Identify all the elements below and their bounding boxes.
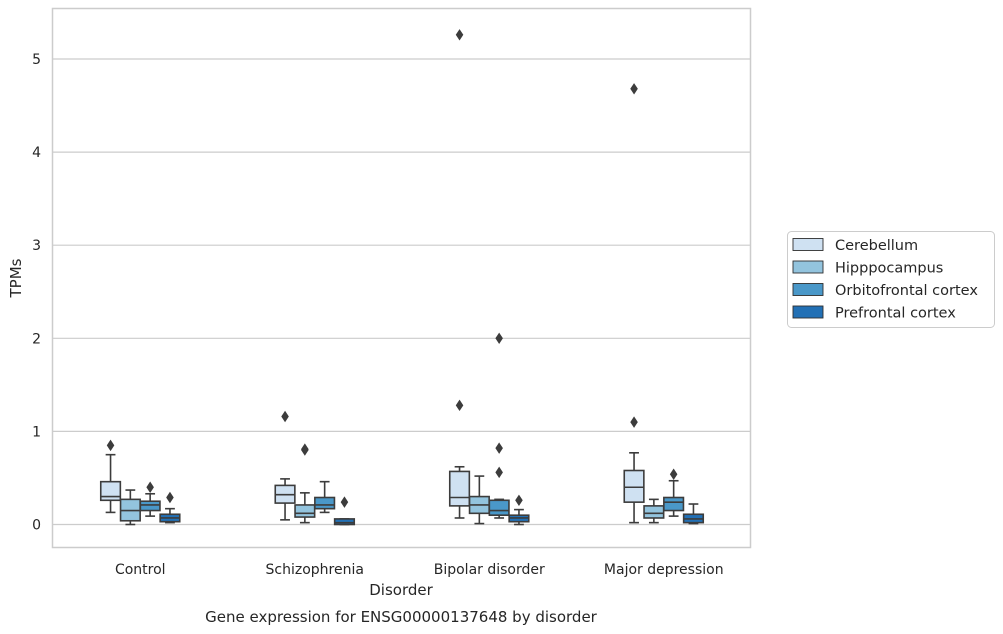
y-tick-label: 5: [32, 52, 41, 68]
box-orbitofrontal-cortex: [663, 468, 685, 517]
legend-swatch: [792, 283, 824, 296]
outlier-point: [146, 481, 154, 493]
outlier-point: [455, 29, 464, 41]
box-iqr: [448, 470, 471, 507]
legend-swatch: [792, 305, 824, 319]
y-tick-label: 0: [32, 518, 41, 534]
outlier-point: [495, 442, 503, 454]
outlier-point: [301, 443, 309, 455]
box-prefrontal-cortex: [682, 503, 705, 525]
box-iqr: [663, 496, 685, 512]
outlier-point: [630, 83, 638, 95]
box-iqr: [488, 499, 510, 516]
y-axis-title: TPMs: [7, 258, 25, 298]
y-tick-label: 2: [32, 331, 41, 347]
x-tick-labels: Control Schizophrenia Bipolar disorder Majo…: [115, 562, 724, 578]
legend-label: Prefrontal cortex: [835, 306, 956, 322]
outlier-point: [495, 466, 503, 479]
y-tick-label: 4: [32, 145, 41, 161]
y-tick-label: 1: [32, 424, 41, 440]
legend: Cerebellum Hipppocampus Orbitofrontal cort…: [787, 231, 995, 328]
outlier-point: [669, 468, 678, 480]
legend-swatch: [792, 238, 824, 251]
box-hipppocampus: [468, 475, 490, 525]
grid-lines: [53, 58, 751, 526]
x-axis-title: Disorder: [369, 581, 433, 599]
box-prefrontal-cortex: [333, 496, 356, 526]
box-cerebellum: [99, 439, 122, 514]
plot-frame: [51, 7, 752, 549]
x-tick-label: Control: [115, 562, 166, 578]
legend-swatch: [792, 260, 824, 274]
box-prefrontal-cortex: [508, 494, 530, 526]
outlier-point: [106, 439, 115, 452]
box-iqr: [333, 518, 356, 526]
box-prefrontal-cortex: [159, 491, 181, 524]
box-hipppocampus: [643, 498, 665, 524]
x-tick-label: Major depression: [604, 562, 724, 578]
box-orbitofrontal-cortex: [488, 332, 510, 519]
chart-title: Gene expression for ENSG00000137648 by d…: [205, 608, 598, 626]
box-cerebellum: [274, 410, 296, 521]
outlier-point: [515, 494, 523, 507]
legend-label: Hipppocampus: [835, 261, 943, 277]
box-orbitofrontal-cortex: [314, 480, 336, 514]
box-iqr: [643, 505, 665, 519]
box-iqr: [294, 504, 316, 518]
box-hipppocampus: [119, 489, 141, 526]
box-cerebellum: [448, 29, 471, 519]
box-iqr: [139, 500, 161, 512]
box-iqr: [623, 469, 645, 503]
outlier-point: [630, 416, 638, 428]
legend-label: Cerebellum: [835, 238, 918, 254]
box-hipppocampus: [294, 443, 316, 524]
x-tick-label: Bipolar disorder: [434, 562, 545, 578]
outlier-point: [166, 491, 174, 504]
box-cerebellum: [623, 83, 645, 524]
y-tick-label: 3: [32, 238, 41, 254]
outlier-point: [281, 410, 289, 423]
box-iqr: [99, 480, 122, 502]
y-tick-labels: 0 1 2 3 4 5: [32, 52, 41, 534]
outlier-point: [340, 496, 349, 508]
box-orbitofrontal-cortex: [139, 481, 161, 517]
outlier-point: [455, 399, 464, 412]
box-iqr: [314, 496, 336, 510]
outlier-point: [495, 332, 503, 345]
legend-frame: [787, 231, 995, 328]
box-groups: [99, 29, 705, 526]
legend-label: Orbitofrontal cortex: [835, 283, 978, 299]
x-tick-label: Schizophrenia: [266, 562, 364, 578]
